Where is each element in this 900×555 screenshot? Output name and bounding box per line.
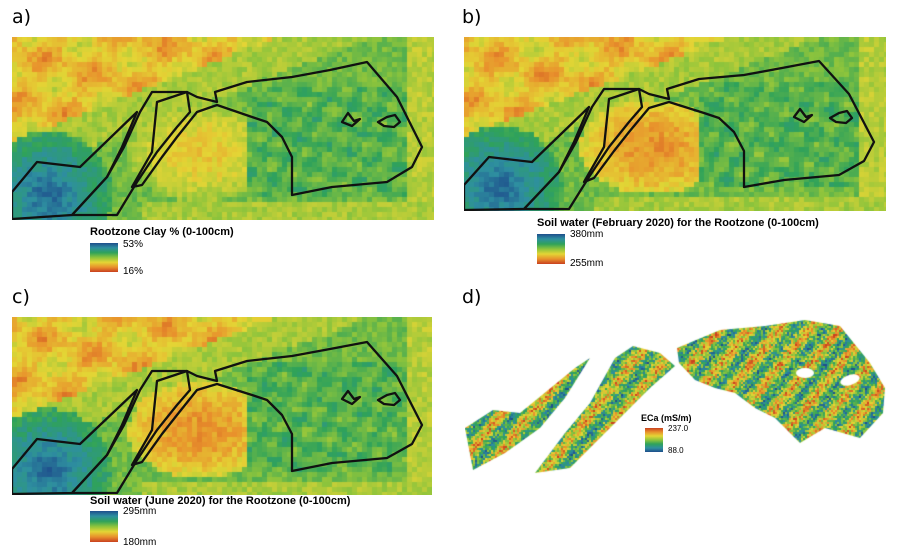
legend-d-max: 237.0 — [668, 424, 689, 433]
eca-survey-map — [465, 318, 890, 478]
legend-a-color-ramp — [90, 243, 118, 272]
legend-c-min: 180mm — [123, 537, 157, 548]
soil-water-february-map — [464, 37, 886, 211]
panel-c-label: c) — [12, 286, 30, 308]
legend-b-color-ramp — [537, 234, 565, 264]
field-boundaries-b — [464, 59, 876, 211]
legend-c-color-ramp — [90, 511, 118, 542]
legend-b-min: 255mm — [570, 258, 604, 269]
legend-c-title: Soil water (June 2020) for the Rootzone … — [90, 495, 351, 507]
legend-d-min: 88.0 — [668, 446, 684, 455]
legend-b-title: Soil water (February 2020) for the Rootz… — [537, 217, 819, 229]
legend-d-color-ramp — [645, 428, 663, 452]
legend-c-max: 295mm — [123, 506, 157, 517]
legend-a-max: 53% — [123, 239, 144, 250]
legend-d-title: ECa (mS/m) — [641, 413, 692, 423]
legend-a-title: Rootzone Clay % (0-100cm) — [90, 226, 234, 238]
field-boundaries-a — [12, 60, 424, 220]
legend-a-min: 16% — [123, 266, 144, 277]
panel-d-label: d) — [462, 286, 482, 308]
field-boundaries-c — [12, 340, 424, 495]
panel-b-label: b) — [462, 6, 482, 28]
clay-percent-map — [12, 37, 434, 220]
panel-a-label: a) — [12, 6, 32, 28]
soil-water-june-map — [12, 317, 432, 495]
legend-b-max: 380mm — [570, 229, 604, 240]
